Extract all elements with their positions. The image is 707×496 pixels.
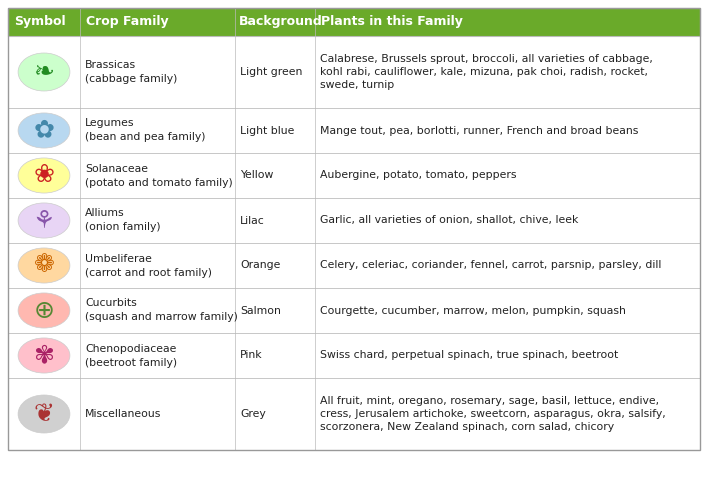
Text: Solanaceae
(potato and tomato family): Solanaceae (potato and tomato family) xyxy=(85,164,233,187)
Ellipse shape xyxy=(18,338,70,373)
Text: ❧: ❧ xyxy=(33,60,54,84)
Bar xyxy=(8,153,700,198)
Text: Celery, celeriac, coriander, fennel, carrot, parsnip, parsley, dill: Celery, celeriac, coriander, fennel, car… xyxy=(320,260,661,270)
Text: Light green: Light green xyxy=(240,67,303,77)
Text: Chenopodiaceae
(beetroot family): Chenopodiaceae (beetroot family) xyxy=(85,344,177,368)
Text: Brassicas
(cabbage family): Brassicas (cabbage family) xyxy=(85,60,177,84)
Text: Background: Background xyxy=(239,15,323,28)
Text: Grey: Grey xyxy=(240,409,266,419)
Text: Swiss chard, perpetual spinach, true spinach, beetroot: Swiss chard, perpetual spinach, true spi… xyxy=(320,351,618,361)
Bar xyxy=(8,288,700,333)
Text: Mange tout, pea, borlotti, runner, French and broad beans: Mange tout, pea, borlotti, runner, Frenc… xyxy=(320,125,638,135)
Bar xyxy=(8,36,700,108)
Text: Miscellaneous: Miscellaneous xyxy=(85,409,161,419)
Text: ❁: ❁ xyxy=(33,253,54,277)
Text: All fruit, mint, oregano, rosemary, sage, basil, lettuce, endive,
cress, Jerusal: All fruit, mint, oregano, rosemary, sage… xyxy=(320,396,666,432)
Text: Yellow: Yellow xyxy=(240,171,274,181)
Text: Alliums
(onion family): Alliums (onion family) xyxy=(85,208,160,233)
Ellipse shape xyxy=(18,53,70,91)
Text: Orange: Orange xyxy=(240,260,281,270)
Ellipse shape xyxy=(18,395,70,433)
Text: Aubergine, potato, tomato, peppers: Aubergine, potato, tomato, peppers xyxy=(320,171,517,181)
Text: Pink: Pink xyxy=(240,351,262,361)
Text: Legumes
(bean and pea family): Legumes (bean and pea family) xyxy=(85,119,206,142)
Text: Cucurbits
(squash and marrow family): Cucurbits (squash and marrow family) xyxy=(85,299,238,322)
Ellipse shape xyxy=(18,203,70,238)
Bar xyxy=(8,378,700,450)
Text: Light blue: Light blue xyxy=(240,125,294,135)
Text: Umbeliferae
(carrot and root family): Umbeliferae (carrot and root family) xyxy=(85,253,212,277)
Ellipse shape xyxy=(18,158,70,193)
Text: Courgette, cucumber, marrow, melon, pumpkin, squash: Courgette, cucumber, marrow, melon, pump… xyxy=(320,306,626,315)
Text: ✾: ✾ xyxy=(33,344,54,368)
Text: Salmon: Salmon xyxy=(240,306,281,315)
Text: Plants in this Family: Plants in this Family xyxy=(321,15,463,28)
Text: Crop Family: Crop Family xyxy=(86,15,169,28)
Text: ❀: ❀ xyxy=(33,164,54,187)
Ellipse shape xyxy=(18,248,70,283)
Text: Garlic, all varieties of onion, shallot, chive, leek: Garlic, all varieties of onion, shallot,… xyxy=(320,215,578,226)
Text: Calabrese, Brussels sprout, broccoli, all varieties of cabbage,
kohl rabi, cauli: Calabrese, Brussels sprout, broccoli, al… xyxy=(320,54,653,90)
Text: Symbol: Symbol xyxy=(14,15,66,28)
Text: Lilac: Lilac xyxy=(240,215,264,226)
Bar xyxy=(8,198,700,243)
Text: ⊕: ⊕ xyxy=(33,299,54,322)
Text: ❦: ❦ xyxy=(33,402,54,426)
Bar xyxy=(8,8,700,450)
Text: ⚘: ⚘ xyxy=(33,208,55,233)
Bar xyxy=(8,8,700,36)
Bar xyxy=(8,108,700,153)
Text: ✿: ✿ xyxy=(33,119,54,142)
Bar xyxy=(8,243,700,288)
Ellipse shape xyxy=(18,293,70,328)
Ellipse shape xyxy=(18,113,70,148)
Bar xyxy=(8,333,700,378)
